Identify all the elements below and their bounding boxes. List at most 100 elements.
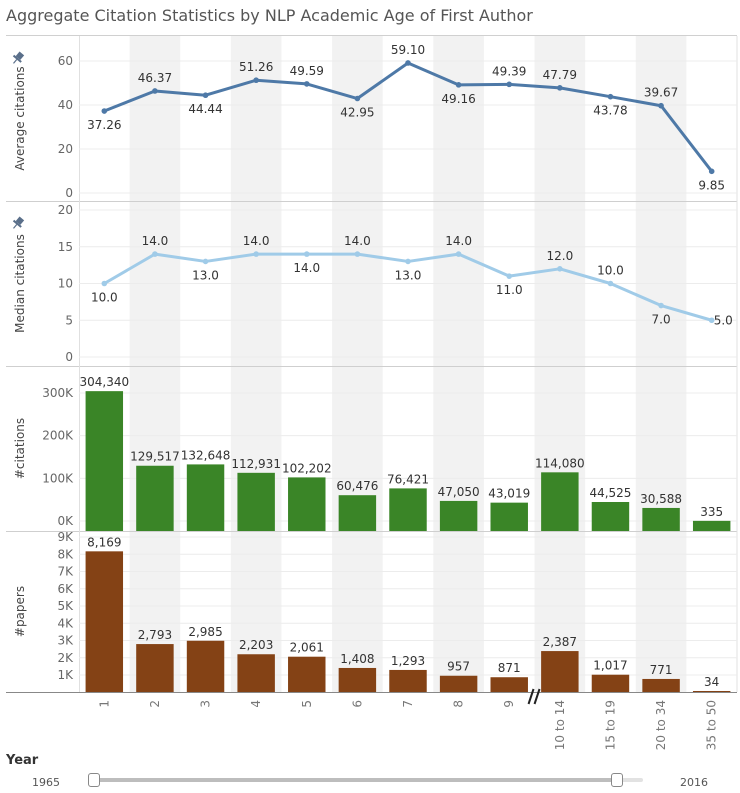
year-slider-end-handle[interactable] bbox=[611, 773, 624, 787]
x-tick-label: 4 bbox=[249, 700, 263, 708]
data-point bbox=[658, 302, 664, 309]
data-label: 47.79 bbox=[543, 68, 577, 82]
data-label: 771 bbox=[650, 663, 673, 677]
year-filter-label: Year bbox=[6, 753, 39, 768]
chart-title: Aggregate Citation Statistics by NLP Aca… bbox=[6, 6, 533, 25]
bar bbox=[136, 465, 174, 531]
data-point bbox=[202, 258, 209, 265]
bar bbox=[692, 691, 731, 692]
bar bbox=[642, 507, 680, 531]
data-point bbox=[557, 85, 563, 91]
y-tick-label: 40 bbox=[58, 98, 73, 112]
y-tick-label: 300K bbox=[42, 386, 74, 400]
y-tick-label: 5 bbox=[65, 313, 73, 327]
data-point bbox=[557, 266, 563, 272]
y-axis-title: Median citations bbox=[13, 234, 27, 333]
data-label: 46.37 bbox=[138, 71, 172, 85]
x-tick-label: 7 bbox=[401, 700, 415, 708]
bar bbox=[288, 656, 326, 692]
data-label: 112,931 bbox=[231, 457, 281, 471]
bar bbox=[490, 502, 528, 531]
data-point bbox=[101, 108, 108, 114]
x-tick-label: 15 to 19 bbox=[603, 700, 617, 750]
shaded-column bbox=[433, 36, 484, 692]
data-label: 42.95 bbox=[340, 106, 374, 120]
y-tick-label: 9K bbox=[57, 530, 74, 544]
y-tick-label: 3K bbox=[57, 634, 74, 648]
data-label: 13.0 bbox=[192, 268, 219, 282]
y-tick-label: 6K bbox=[57, 582, 74, 596]
data-point bbox=[303, 81, 310, 87]
pin-icon bbox=[12, 51, 25, 64]
data-label: 13.0 bbox=[395, 268, 422, 282]
data-point bbox=[101, 280, 108, 287]
data-label: 39.67 bbox=[644, 86, 678, 100]
data-point bbox=[455, 82, 462, 88]
data-label: 957 bbox=[447, 660, 470, 674]
data-point bbox=[607, 93, 614, 100]
data-label: 2,793 bbox=[138, 628, 172, 642]
x-tick-label: 9 bbox=[502, 700, 516, 708]
bar bbox=[136, 644, 174, 692]
y-tick-label: 8K bbox=[57, 547, 74, 561]
axis-break-icon bbox=[527, 688, 535, 705]
shaded-column bbox=[635, 36, 687, 692]
data-point bbox=[506, 273, 513, 279]
y-tick-label: 0 bbox=[65, 186, 73, 200]
data-point bbox=[405, 60, 411, 66]
data-point bbox=[506, 81, 513, 88]
data-label: 11.0 bbox=[496, 283, 523, 297]
data-label: 37.26 bbox=[87, 118, 121, 132]
y-tick-label: 15 bbox=[58, 240, 73, 254]
bar bbox=[186, 464, 225, 531]
y-axis-title: #papers bbox=[13, 586, 27, 637]
data-label: 49.39 bbox=[492, 64, 526, 78]
x-tick-label: 5 bbox=[300, 700, 314, 708]
y-tick-label: 10 bbox=[58, 277, 73, 291]
y-tick-label: 100K bbox=[42, 471, 74, 485]
data-label: 14.0 bbox=[142, 234, 169, 248]
data-label: 49.16 bbox=[441, 92, 475, 106]
data-label: 34 bbox=[704, 675, 719, 689]
data-point bbox=[658, 102, 664, 109]
x-tick-label: 8 bbox=[452, 700, 466, 708]
data-point bbox=[708, 317, 715, 324]
data-label: 871 bbox=[498, 661, 521, 675]
y-tick-label: 0K bbox=[57, 514, 74, 528]
data-point bbox=[253, 251, 259, 257]
x-tick-label: 1 bbox=[97, 700, 111, 708]
y-tick-label: 5K bbox=[57, 599, 74, 613]
data-label: 44,525 bbox=[589, 486, 631, 500]
data-label: 7.0 bbox=[652, 313, 671, 327]
data-label: 5.0 bbox=[714, 313, 733, 327]
data-label: 14.0 bbox=[445, 234, 472, 248]
bar bbox=[642, 678, 680, 692]
data-label: 14.0 bbox=[344, 234, 371, 248]
x-tick-label: 2 bbox=[148, 700, 162, 708]
x-tick-label: 20 to 34 bbox=[654, 700, 668, 750]
data-label: 51.26 bbox=[239, 60, 273, 74]
bar bbox=[389, 488, 427, 531]
bar bbox=[237, 654, 275, 692]
year-min-label: 1965 bbox=[32, 776, 60, 789]
data-label: 76,421 bbox=[387, 472, 429, 486]
data-label: 49.59 bbox=[290, 64, 324, 78]
y-axis-title: #citations bbox=[13, 418, 27, 479]
y-axis-title: Average citations bbox=[13, 66, 27, 170]
data-label: 2,203 bbox=[239, 638, 273, 652]
y-tick-label: 4K bbox=[57, 616, 74, 630]
x-tick-label: 3 bbox=[199, 700, 213, 708]
bar bbox=[541, 472, 579, 531]
bar bbox=[490, 677, 528, 692]
data-label: 1,293 bbox=[391, 654, 425, 668]
year-slider-start-handle[interactable] bbox=[88, 773, 100, 787]
data-point bbox=[152, 88, 158, 94]
y-tick-label: 2K bbox=[57, 651, 74, 665]
bar bbox=[692, 520, 731, 531]
data-point bbox=[708, 168, 715, 175]
data-label: 30,588 bbox=[640, 492, 682, 506]
year-slider-range bbox=[90, 778, 616, 782]
bar bbox=[186, 640, 225, 692]
data-label: 132,648 bbox=[181, 448, 231, 462]
